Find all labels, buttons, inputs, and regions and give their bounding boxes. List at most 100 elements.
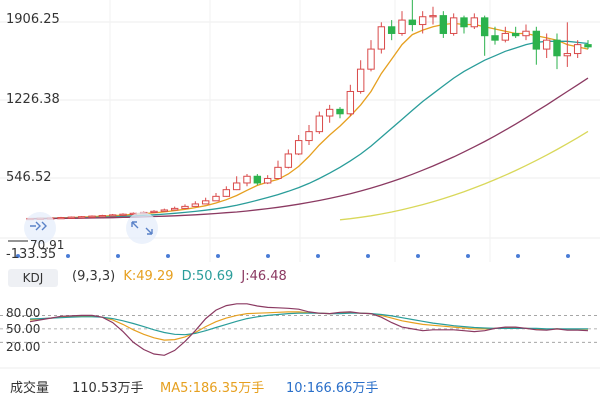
candle-47 — [511, 26, 520, 38]
candle-body-47 — [511, 32, 520, 37]
candle-body-43 — [470, 17, 479, 28]
candle-body-17 — [201, 200, 210, 205]
kdj-tab[interactable]: KDJ — [8, 269, 58, 287]
candle-body-29 — [325, 108, 334, 117]
candle-51 — [553, 33, 561, 70]
candle-body-40 — [439, 15, 448, 34]
candle-23 — [263, 175, 272, 185]
candle-32 — [356, 60, 365, 94]
kdj-line-k — [29, 311, 588, 341]
candle-45 — [491, 26, 499, 45]
candle-body-8 — [108, 214, 117, 217]
ma-line-ma5 — [29, 22, 589, 220]
candle-8 — [108, 213, 117, 217]
candle-body-42 — [460, 17, 468, 28]
candle-7 — [98, 214, 107, 218]
kdj-y-label-20: 20.00 — [6, 340, 41, 354]
candle-42 — [460, 15, 468, 34]
candle-body-12 — [150, 210, 158, 213]
candle-body-9 — [119, 213, 127, 216]
candle-body-50 — [542, 39, 551, 50]
candle-40 — [439, 11, 448, 38]
candle-27 — [305, 124, 313, 146]
zoom-control-1 — [126, 212, 158, 244]
timeline-dot-2 — [116, 254, 120, 258]
candle-body-7 — [98, 215, 107, 218]
candle-41 — [449, 13, 458, 36]
candle-25 — [284, 149, 293, 169]
y-axis-label-top: 1906.25 — [6, 12, 60, 27]
kdj-line-j — [29, 303, 589, 356]
candle-body-44 — [480, 17, 489, 37]
candle-15 — [181, 204, 189, 209]
candle-body-30 — [336, 108, 344, 115]
expand-icon — [131, 221, 153, 235]
candle-body-41 — [449, 17, 458, 34]
volume-ma5: MA5:186.35万手 — [160, 381, 265, 396]
candle-31 — [346, 84, 355, 117]
ma-line-ma20 — [30, 77, 589, 220]
kdj-y-label-80: 80.00 — [6, 306, 41, 320]
candle-20 — [232, 176, 241, 191]
candle-54 — [584, 40, 592, 50]
volume-value: 110.53万手 — [72, 381, 144, 396]
kdj-values: (9,3,3) K:49.29 D:50.69 J:46.48 — [72, 269, 291, 284]
candle-29 — [325, 104, 334, 123]
candle-body-23 — [263, 177, 272, 184]
candle-body-24 — [274, 166, 282, 179]
candle-36 — [398, 11, 406, 36]
zoom-control-0 — [24, 212, 56, 244]
timeline-dot-0 — [16, 254, 20, 258]
candle-body-45 — [491, 35, 499, 41]
candle-body-5 — [77, 216, 86, 219]
candle-13 — [160, 208, 169, 212]
kdj-params: (9,3,3) — [72, 269, 116, 284]
candle-48 — [522, 24, 530, 41]
candle-12 — [150, 210, 158, 213]
candle-body-34 — [377, 26, 386, 50]
candle-body-19 — [222, 189, 231, 197]
candle-44 — [480, 15, 489, 56]
kdj-header: KDJ (9,3,3) K:49.29 D:50.69 J:46.48 — [0, 264, 600, 290]
timeline-dot-9 — [466, 254, 470, 258]
candle-9 — [119, 213, 127, 216]
candle-body-28 — [315, 115, 324, 133]
candle-body-4 — [67, 216, 76, 219]
candle-body-32 — [356, 68, 365, 92]
candle-body-14 — [170, 207, 179, 211]
candle-body-26 — [294, 140, 303, 155]
candle-53 — [573, 40, 582, 59]
y-axis-label-3: 546.52 — [6, 170, 52, 185]
candle-body-36 — [398, 19, 406, 34]
candle-body-18 — [212, 195, 220, 202]
kdj-d-value: D:50.69 — [181, 269, 234, 284]
price-marker-label: 70.91 — [30, 238, 65, 252]
candle-body-13 — [160, 209, 169, 212]
candle-body-35 — [387, 26, 396, 34]
candle-body-6 — [88, 215, 96, 218]
candle-6 — [88, 215, 96, 218]
candle-body-38 — [418, 16, 427, 26]
volume-label[interactable]: 成交量 — [10, 381, 50, 396]
candle-body-25 — [284, 153, 293, 168]
candle-3 — [57, 216, 65, 220]
candle-body-53 — [573, 44, 582, 55]
kdj-chart[interactable] — [0, 292, 600, 370]
candle-body-3 — [57, 217, 65, 220]
candle-21 — [243, 174, 251, 187]
timeline-dot-1 — [66, 254, 70, 258]
volume-ma10: 10:166.66万手 — [286, 381, 379, 396]
candle-body-48 — [522, 30, 530, 37]
candle-body-49 — [532, 30, 541, 50]
candle-28 — [315, 111, 324, 134]
candle-19 — [222, 186, 231, 197]
main-price-chart[interactable] — [0, 0, 600, 262]
candle-4 — [67, 216, 76, 219]
candle-38 — [418, 11, 427, 34]
candle-49 — [532, 26, 541, 65]
candle-30 — [336, 107, 344, 119]
candle-52 — [563, 22, 572, 67]
y-axis-label-bottom: -133.35 — [6, 247, 57, 262]
ma-line-ma10 — [29, 40, 589, 220]
kdj-y-label-50: 50.00 — [6, 322, 41, 336]
